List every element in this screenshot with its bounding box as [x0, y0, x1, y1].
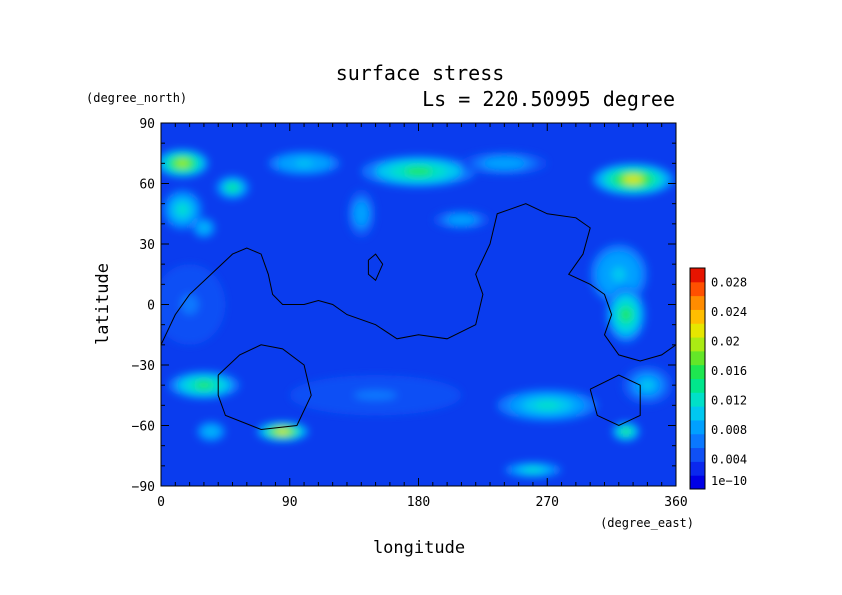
hotspot-ring: [525, 467, 541, 472]
colorbar-swatch: [690, 406, 705, 421]
colorbar-swatch: [690, 295, 705, 310]
x-axis: 0 90 180 270 360: [157, 123, 688, 510]
colorbar-tick-label: 1e−10: [711, 474, 747, 488]
heat-hotspot-4: [268, 151, 340, 176]
southwest-basin-outline: [217, 344, 312, 431]
hotspot-ring: [276, 429, 290, 435]
hotspot-ring: [194, 381, 213, 389]
heat-hotspot-0: [161, 149, 209, 178]
heat-hotspot-6: [461, 151, 548, 176]
hotspot-ring: [534, 401, 560, 410]
hotspot-ring: [295, 160, 313, 167]
colorbar-swatch: [690, 378, 705, 393]
heat-hotspot-13: [497, 389, 598, 422]
hotspot-ring: [177, 204, 188, 215]
chart-title: surface stress: [336, 61, 505, 85]
colorbar-tick-label: 0.004: [711, 453, 747, 467]
colorbar-swatch: [690, 475, 705, 490]
colorbar-tick-label: 0.028: [711, 276, 747, 290]
hotspot-ring: [180, 294, 199, 315]
southeast-basin-outline: [589, 374, 641, 427]
hotspot-ring: [620, 307, 631, 322]
heat-hotspot-3: [192, 217, 216, 238]
hotspot-ring: [176, 159, 189, 167]
colorbar-swatch: [690, 433, 705, 449]
colorbar-tick-label: 0.024: [711, 305, 747, 319]
heat-hotspot-19: [289, 375, 462, 416]
colorbar-swatch: [690, 392, 705, 407]
x-tick-label: 90: [282, 495, 298, 510]
x-tick-label: 0: [157, 495, 165, 510]
hotspot-ring: [404, 167, 433, 176]
colorbar-swatch: [690, 364, 705, 379]
heat-hotspot-5: [361, 155, 476, 188]
heat-hotspot-7: [593, 163, 674, 196]
heat-hotspot-16: [346, 189, 376, 238]
island-outline: [367, 253, 384, 282]
heat-hotspot-20: [161, 264, 226, 345]
colorbar-swatch: [690, 281, 705, 297]
hotspot-ring: [640, 380, 654, 391]
hotspot-ring: [207, 429, 215, 435]
colorbar-tick-label: 0.02: [711, 335, 740, 349]
y-tick-label: 30: [139, 238, 155, 253]
contour-layer: [161, 203, 676, 431]
hotspot-ring: [201, 225, 207, 231]
heat-hotspot-8: [590, 244, 648, 305]
heat-hotspot-12: [196, 421, 226, 442]
heat-hotspot-17: [432, 209, 491, 230]
y-tick-label: −90: [132, 480, 155, 495]
colorbar-swatch: [690, 309, 705, 324]
heat-hotspot-9: [605, 286, 646, 343]
heat-hotspot-14: [611, 421, 641, 442]
continent-outline: [161, 203, 676, 362]
hotspot-ring: [454, 217, 469, 223]
y-tick-label: 90: [139, 117, 155, 132]
hotspot-ring: [611, 266, 626, 282]
x-tick-label: 180: [407, 495, 430, 510]
y-units-label: (degree_north): [86, 91, 187, 105]
colorbar: 1e−10 0.004 0.008 0.012 0.016 0.02 0.024 0.028: [689, 267, 747, 490]
heat-hotspot-15: [504, 461, 562, 478]
colorbar-swatch: [690, 268, 705, 283]
heat-hotspot-2: [162, 189, 203, 230]
colorbar-swatch: [690, 323, 705, 338]
colorbar-swatch: [690, 461, 705, 476]
hotspot-ring: [357, 207, 365, 220]
heat-hotspot-1: [215, 175, 250, 200]
colorbar-swatch: [690, 337, 705, 352]
hotspot-ring: [622, 429, 630, 435]
colorbar-tick-label: 0.008: [711, 423, 747, 437]
colorbar-swatch: [690, 447, 705, 462]
colorbar-tick-label: 0.016: [711, 364, 747, 378]
y-axis: 90 60 30 0 −30 −60 −90: [132, 117, 676, 495]
colorbar-swatch: [690, 419, 705, 435]
x-tick-label: 360: [664, 495, 687, 510]
chart-subtitle: Ls = 220.50995 degree: [422, 87, 675, 111]
heat-hotspot-10: [168, 371, 240, 400]
heat-layer: [161, 149, 674, 478]
y-tick-label: −30: [132, 359, 155, 374]
x-units-label: (degree_east): [600, 516, 694, 530]
y-tick-label: 60: [139, 178, 155, 193]
colorbar-frame: [689, 267, 706, 490]
hotspot-ring: [493, 160, 516, 167]
x-tick-label: 270: [536, 495, 559, 510]
heat-hotspot-11: [256, 421, 309, 442]
y-tick-label: −60: [132, 420, 155, 435]
hotspot-ring: [623, 175, 644, 184]
heat-hotspot-18: [621, 365, 674, 406]
hotspot-ring: [228, 184, 237, 191]
colorbar-tick-label: 0.012: [711, 394, 747, 408]
y-tick-label: 0: [147, 299, 155, 314]
x-axis-label: longitude: [373, 538, 465, 558]
y-axis-label: latitude: [93, 263, 113, 345]
plot-area: [161, 123, 676, 486]
hotspot-ring: [354, 390, 398, 401]
colorbar-swatch: [690, 350, 705, 366]
